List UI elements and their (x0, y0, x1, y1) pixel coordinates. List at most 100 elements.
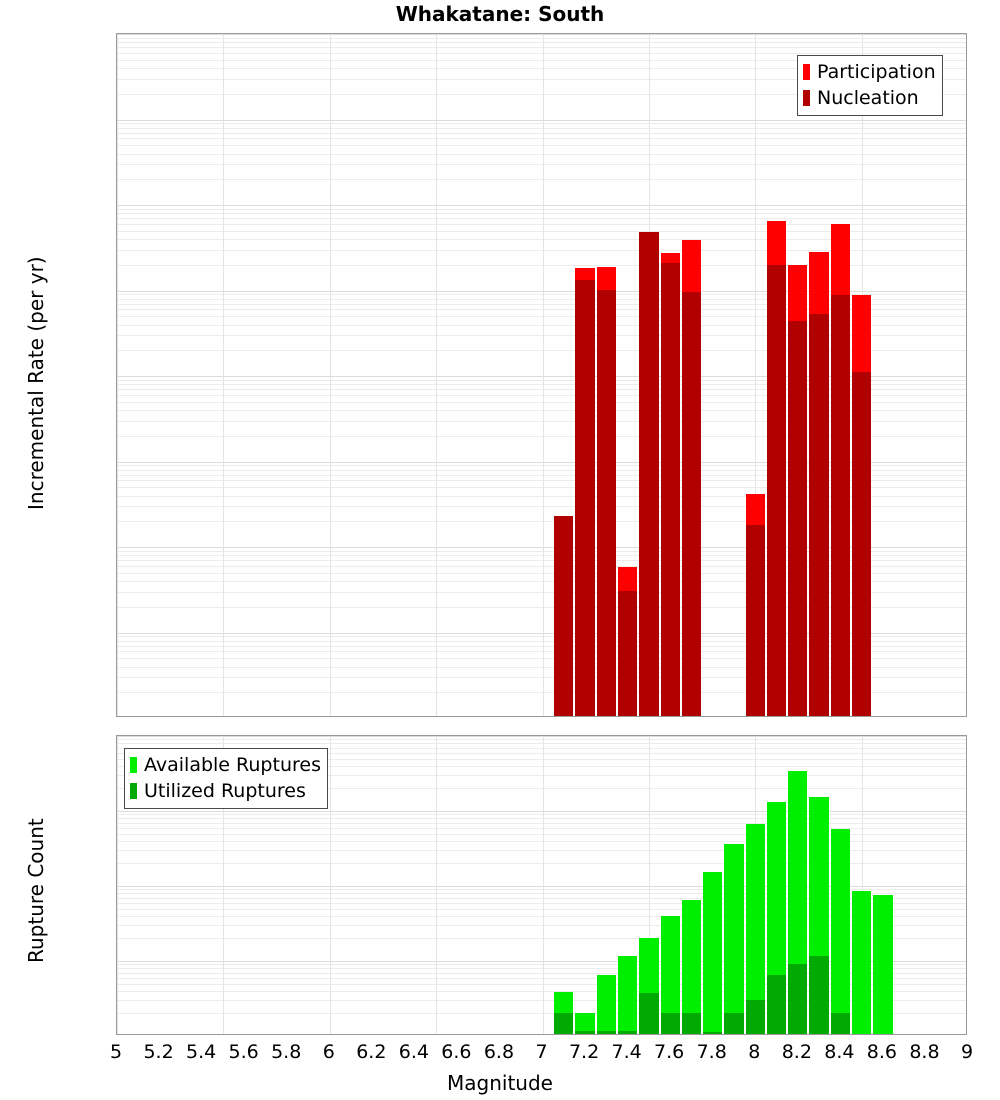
bar-segment-inner (830, 1013, 850, 1034)
x-axis-tick-label: 8 (748, 1041, 761, 1063)
gridline (117, 294, 966, 295)
gridline-vertical (436, 34, 437, 716)
bar (873, 736, 893, 1034)
gridline-vertical (330, 34, 331, 716)
gridline (117, 42, 966, 43)
gridline (117, 560, 966, 561)
gridline (117, 743, 966, 744)
bar-segment-inner (575, 280, 595, 716)
gridline-vertical (117, 34, 118, 716)
gridline (117, 213, 966, 214)
gridline (117, 916, 966, 917)
gridline (117, 380, 966, 381)
bar-segment-outer (681, 899, 702, 1034)
legend-item: Available Ruptures (130, 752, 321, 778)
gridline-vertical (649, 736, 650, 1034)
x-axis-tick-label: 6.8 (483, 1041, 515, 1063)
bar (851, 736, 872, 1034)
top-legend: Participation Nucleation (797, 55, 943, 116)
bar (766, 736, 787, 1034)
gridline (117, 205, 966, 206)
bar-segment-outer (617, 955, 638, 1034)
legend-swatch-icon (130, 783, 137, 799)
bar (554, 736, 574, 1034)
bar (596, 34, 616, 716)
bar (554, 34, 574, 716)
gridline (117, 736, 966, 737)
gridline (117, 250, 966, 251)
gridline (117, 893, 966, 894)
x-axis-tick-label: 5.4 (185, 1041, 217, 1063)
bar-segment-inner (830, 294, 850, 716)
bar-segment-inner (554, 1013, 574, 1034)
x-axis-tick-label: 5.6 (228, 1041, 259, 1063)
gridline (117, 766, 966, 767)
gridline (117, 889, 966, 890)
gridline (117, 309, 966, 310)
gridline (117, 154, 966, 155)
gridline (117, 94, 966, 95)
bar-segment-outer (830, 829, 850, 1034)
bar (617, 736, 638, 1034)
gridline (117, 123, 966, 124)
bar-segment-inner (617, 590, 638, 716)
x-axis-tick-label: 6.6 (441, 1041, 472, 1063)
bar (703, 736, 723, 1034)
gridline (117, 218, 966, 219)
gridline (117, 480, 966, 481)
bar-segment-inner (851, 372, 872, 716)
gridline (117, 38, 966, 39)
gridline (117, 886, 966, 887)
gridline (117, 1013, 966, 1014)
gridline (117, 898, 966, 899)
bar-segment-inner (724, 1013, 744, 1034)
gridline-vertical (543, 34, 544, 716)
page-title: Whakatane: South (395, 2, 605, 26)
gridline (117, 646, 966, 647)
gridline (117, 555, 966, 556)
legend-label: Participation (817, 60, 936, 83)
gridline (117, 841, 966, 842)
x-axis-tick-label: 5 (109, 1041, 123, 1063)
bar-segment-inner (766, 974, 787, 1034)
gridline (117, 299, 966, 300)
gridline (117, 68, 966, 69)
incremental-rate-plot (116, 33, 967, 717)
gridline (117, 547, 966, 548)
x-axis-tick-label: 8.2 (781, 1041, 812, 1063)
x-axis-tick-label: 5.2 (143, 1041, 174, 1063)
bar (745, 736, 765, 1034)
gridline (117, 834, 966, 835)
bar-segment-inner (745, 1000, 765, 1034)
bar-segment-outer (745, 824, 765, 1034)
gridline (117, 128, 966, 129)
x-axis-tick-label: 6.2 (356, 1041, 387, 1063)
legend-swatch-icon (803, 90, 810, 106)
gridline (117, 938, 966, 939)
gridline (117, 968, 966, 969)
gridline-vertical (330, 736, 331, 1034)
gridline (117, 224, 966, 225)
gridline (117, 291, 966, 292)
gridline (117, 903, 966, 904)
bar-segment-inner (596, 1030, 616, 1034)
gridline (117, 978, 966, 979)
x-axis-tick-label: 8.4 (824, 1041, 855, 1063)
bar-segment-inner (660, 1013, 680, 1034)
gridline-vertical (223, 34, 224, 716)
bottom-legend: Available Ruptures Utilized Ruptures (124, 748, 328, 809)
gridline (117, 973, 966, 974)
gridline-vertical (862, 736, 863, 1034)
bar-segment-inner (703, 1032, 723, 1034)
bar (724, 736, 744, 1034)
gridline (117, 607, 966, 608)
gridline (117, 316, 966, 317)
gridline-vertical (543, 736, 544, 1034)
x-axis-tick-label: 7.2 (568, 1041, 600, 1063)
gridline (117, 239, 966, 240)
bar (639, 736, 659, 1034)
gridline (117, 863, 966, 864)
x-axis-tick-label: 6 (322, 1041, 335, 1063)
bar-segment-inner (660, 262, 680, 716)
x-axis-tick-label: 7.6 (654, 1041, 685, 1063)
